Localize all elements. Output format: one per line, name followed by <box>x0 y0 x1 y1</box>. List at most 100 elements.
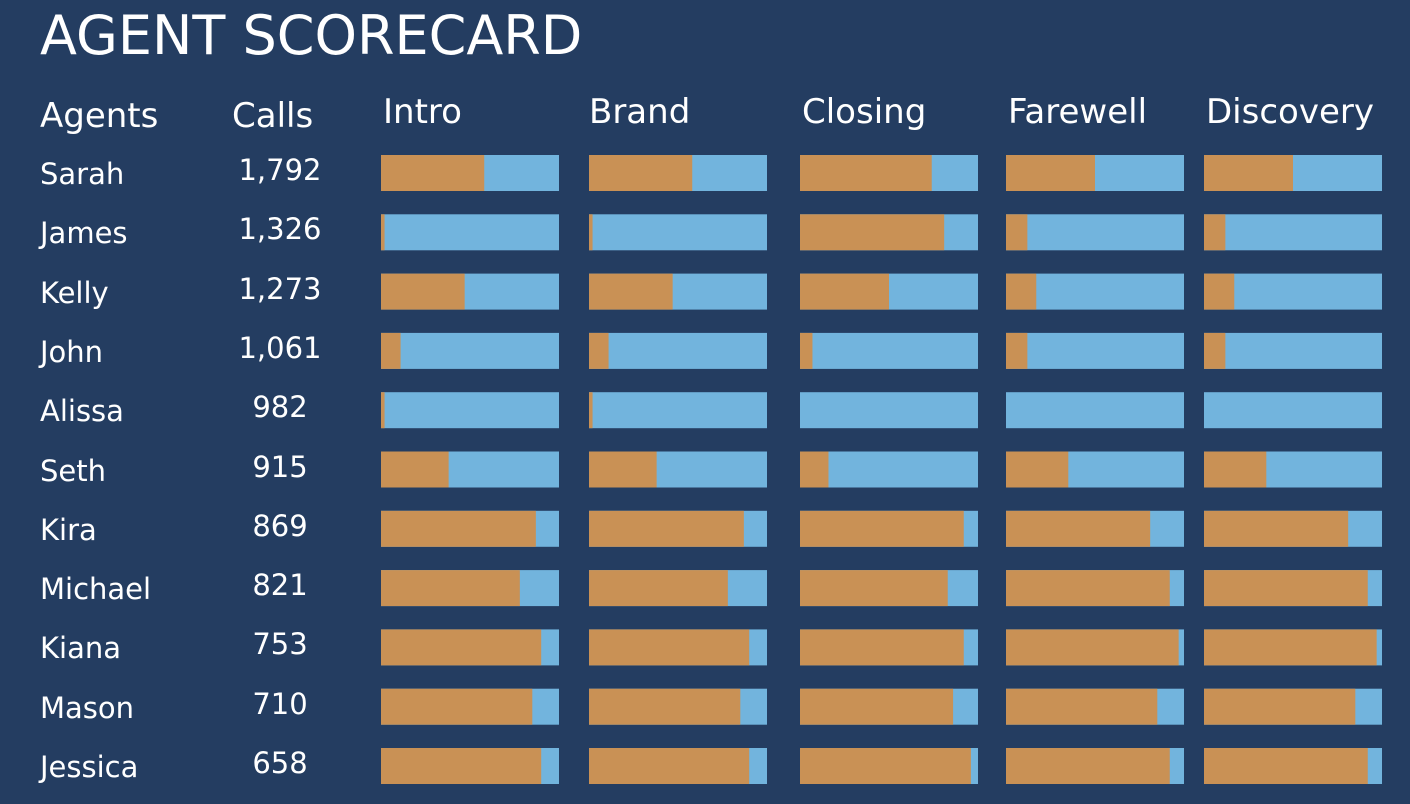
bar-remainder <box>1204 214 1382 251</box>
bar-score <box>1006 214 1028 251</box>
score-bar-michael-intro <box>381 570 559 607</box>
bar-score <box>589 155 693 191</box>
bar-score <box>1204 273 1235 310</box>
bar-score <box>1204 570 1368 607</box>
score-bar-sarah-intro <box>381 155 559 191</box>
bar-score <box>1204 629 1377 666</box>
bar-score <box>800 273 889 310</box>
bar-score <box>381 214 385 251</box>
agent-name: John <box>40 334 104 369</box>
agent-name: Mason <box>40 690 135 725</box>
agent-calls: 1,792 <box>238 153 322 187</box>
score-bar-james-closing <box>800 214 978 251</box>
agent-name: Sarah <box>40 157 125 191</box>
score-bar-alissa-discovery <box>1204 392 1382 429</box>
agent-calls: 658 <box>252 746 308 780</box>
score-bar-seth-farewell <box>1006 451 1184 488</box>
score-bar-michael-farewell <box>1006 570 1184 607</box>
score-bar-john-intro <box>381 332 559 369</box>
bar-score <box>381 392 385 429</box>
bar-score <box>589 629 750 666</box>
score-bar-kira-closing <box>800 510 978 547</box>
bar-score <box>800 748 971 784</box>
agent-name: Kiana <box>40 631 121 666</box>
agent-calls: 753 <box>252 627 308 662</box>
bar-score <box>1204 748 1368 784</box>
score-bar-alissa-brand <box>589 392 767 429</box>
bar-remainder <box>381 392 559 429</box>
agent-name: Jessica <box>40 750 139 784</box>
score-bar-john-discovery <box>1204 332 1382 369</box>
score-bar-sarah-closing <box>800 155 978 191</box>
bar-score <box>1204 214 1226 251</box>
bar-score <box>1006 748 1170 784</box>
score-bar-john-brand <box>589 332 767 369</box>
bar-score <box>800 629 964 666</box>
agent-calls: 915 <box>252 449 308 484</box>
bar-score <box>800 155 932 191</box>
agents-column-header: Agents <box>40 96 159 136</box>
bar-score <box>800 570 948 607</box>
bar-score <box>589 392 593 429</box>
score-bar-kiana-farewell <box>1006 629 1184 666</box>
bar-remainder <box>1204 392 1382 429</box>
score-bar-alissa-intro <box>381 392 559 429</box>
bar-remainder <box>589 214 767 251</box>
bar-score <box>381 688 533 725</box>
bar-score <box>381 451 449 488</box>
score-bar-alissa-farewell <box>1006 392 1184 429</box>
bar-score <box>1006 451 1069 488</box>
bar-score <box>800 688 954 725</box>
bar-score <box>589 214 593 251</box>
bar-remainder <box>1006 392 1184 429</box>
score-bar-john-farewell <box>1006 332 1184 369</box>
score-bar-michael-brand <box>589 570 767 607</box>
agent-calls: 710 <box>252 686 308 721</box>
metric-header-closing: Closing <box>802 92 927 132</box>
bar-score <box>381 510 536 547</box>
agent-calls: 821 <box>252 568 308 603</box>
score-bar-james-intro <box>381 214 559 251</box>
bar-score <box>589 273 673 310</box>
bar-score <box>800 332 813 369</box>
score-bar-james-discovery <box>1204 214 1382 251</box>
score-bar-jessica-closing <box>800 748 978 784</box>
bar-remainder <box>1006 332 1184 369</box>
score-bar-mason-discovery <box>1204 688 1382 725</box>
score-bar-john-closing <box>800 332 978 369</box>
score-bar-jessica-farewell <box>1006 748 1184 784</box>
score-bar-kelly-brand <box>589 273 767 310</box>
metric-header-brand: Brand <box>589 92 691 132</box>
score-bar-kiana-brand <box>589 629 767 666</box>
score-bar-michael-discovery <box>1204 570 1382 607</box>
score-bar-james-farewell <box>1006 214 1184 251</box>
bar-score <box>800 451 829 488</box>
score-bar-seth-intro <box>381 451 559 488</box>
agent-name: Michael <box>40 572 152 607</box>
score-bar-kelly-farewell <box>1006 273 1184 310</box>
score-bar-kira-intro <box>381 510 559 547</box>
agent-name: Seth <box>40 453 107 488</box>
metric-header-discovery: Discovery <box>1206 92 1374 132</box>
score-bar-mason-intro <box>381 688 559 725</box>
bar-remainder <box>381 214 559 251</box>
bar-score <box>1204 155 1293 191</box>
metric-header-intro: Intro <box>383 92 462 132</box>
score-bar-sarah-farewell <box>1006 155 1184 191</box>
score-bar-kelly-intro <box>381 273 559 310</box>
score-bar-jessica-discovery <box>1204 748 1382 784</box>
bar-score <box>1006 332 1028 369</box>
bar-score <box>1006 155 1095 191</box>
score-bar-james-brand <box>589 214 767 251</box>
bar-score <box>800 510 964 547</box>
agent-name: James <box>40 216 128 251</box>
score-bar-alissa-closing <box>800 392 978 429</box>
bar-score <box>1204 510 1349 547</box>
bar-score <box>1204 451 1267 488</box>
agent-name: Alissa <box>40 394 124 429</box>
agent-calls: 1,273 <box>238 271 322 306</box>
bar-score <box>589 570 728 607</box>
score-bar-seth-closing <box>800 451 978 488</box>
score-bar-kiana-closing <box>800 629 978 666</box>
